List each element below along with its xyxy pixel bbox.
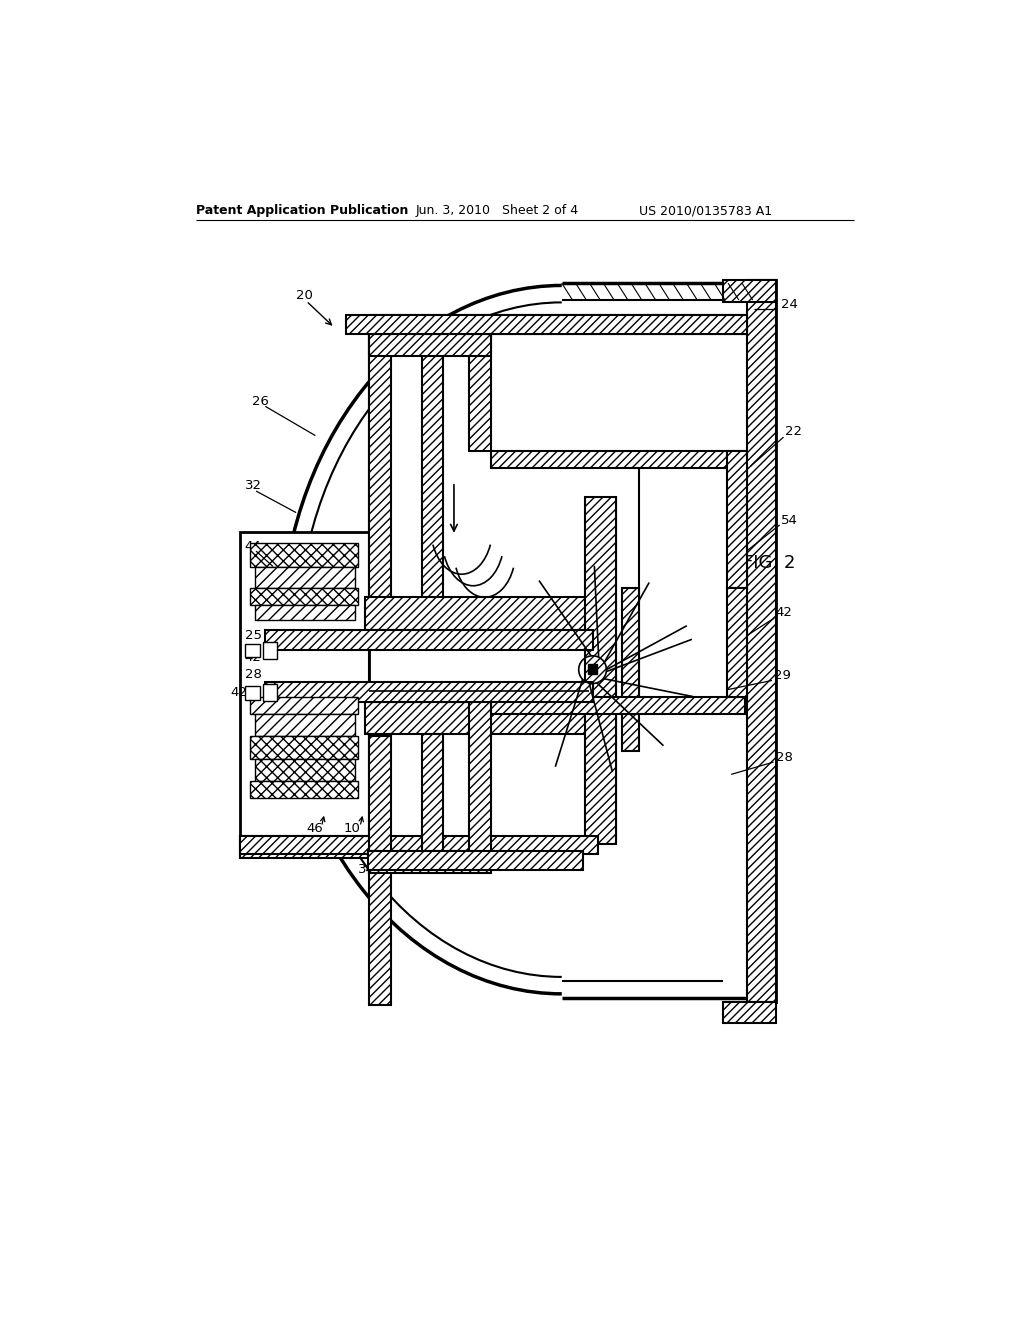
Polygon shape [240,532,370,836]
Text: Patent Application Publication: Patent Application Publication [196,205,409,218]
Polygon shape [490,697,745,714]
Polygon shape [746,280,776,1002]
Polygon shape [585,498,615,843]
Polygon shape [469,697,490,854]
Polygon shape [588,664,597,673]
Text: 50: 50 [468,339,484,352]
Text: 24: 24 [781,298,798,312]
Polygon shape [490,451,745,469]
Polygon shape [443,335,469,854]
Polygon shape [255,759,355,780]
Polygon shape [265,682,593,702]
Polygon shape [250,737,357,759]
Polygon shape [370,334,391,601]
Polygon shape [265,630,593,649]
Text: FIG. 2: FIG. 2 [742,553,795,572]
Text: 38: 38 [419,339,436,352]
Polygon shape [245,686,260,700]
Text: 22: 22 [785,425,802,438]
Polygon shape [370,334,490,355]
Polygon shape [370,851,490,873]
Polygon shape [255,566,355,589]
Polygon shape [727,451,746,589]
Polygon shape [245,644,260,657]
Polygon shape [263,642,276,659]
Text: 32: 32 [245,479,261,492]
Polygon shape [746,280,776,1002]
Polygon shape [250,589,357,605]
Polygon shape [240,836,370,858]
Text: 52: 52 [419,863,435,876]
Polygon shape [727,589,746,697]
Text: 40: 40 [388,863,404,876]
Text: 10: 10 [344,822,360,834]
Polygon shape [469,334,490,451]
Polygon shape [346,315,746,334]
Polygon shape [422,334,443,601]
Polygon shape [724,1002,776,1023]
Text: 36: 36 [450,863,466,876]
Polygon shape [724,280,776,302]
Text: 42: 42 [245,651,261,664]
Polygon shape [370,737,391,1006]
Polygon shape [250,544,357,566]
Text: 42: 42 [776,606,793,619]
Text: 25: 25 [245,630,261,643]
Polygon shape [368,851,584,870]
Polygon shape [240,836,598,854]
Polygon shape [366,702,593,734]
Polygon shape [263,684,276,701]
Polygon shape [255,714,355,737]
Polygon shape [622,589,639,751]
Polygon shape [250,780,357,797]
Text: Jun. 3, 2010   Sheet 2 of 4: Jun. 3, 2010 Sheet 2 of 4 [416,205,579,218]
Text: 30: 30 [377,339,394,352]
Text: US 2010/0135783 A1: US 2010/0135783 A1 [639,205,772,218]
Text: 29: 29 [774,669,792,682]
Text: 28: 28 [245,668,261,681]
Text: 46: 46 [306,822,323,834]
Text: 44: 44 [245,540,261,553]
Text: 26: 26 [252,395,269,408]
Text: 54: 54 [781,513,798,527]
Polygon shape [391,335,422,854]
Polygon shape [250,697,357,714]
Text: 20: 20 [296,289,313,302]
Text: 28: 28 [776,751,793,764]
Text: 42: 42 [230,685,248,698]
Polygon shape [422,734,443,854]
Polygon shape [366,598,593,630]
Polygon shape [255,605,355,620]
Text: 34: 34 [357,863,375,876]
